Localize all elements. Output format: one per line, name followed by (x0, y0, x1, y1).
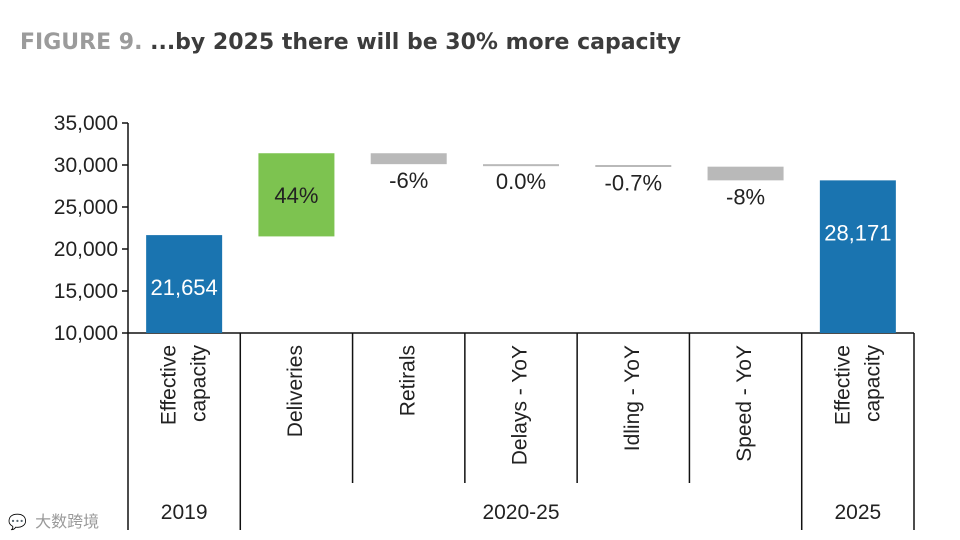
y-tick-label: 30,000 (54, 154, 118, 177)
waterfall-bar (370, 153, 447, 165)
figure-label: FIGURE 9. (20, 30, 143, 55)
category-label: capacity (188, 345, 211, 423)
figure-heading: ...by 2025 there will be 30% more capaci… (150, 30, 681, 55)
bar-data-label: -6% (389, 168, 428, 193)
waterfall-bar (258, 153, 335, 237)
bar-data-label: 28,171 (824, 220, 891, 245)
bar-data-label: 21,654 (150, 275, 217, 300)
category-label: Effective (831, 345, 854, 425)
waterfall-bar (707, 166, 784, 181)
category-label: Retirals (396, 345, 419, 416)
watermark-text: 大数跨境 (35, 514, 100, 531)
category-label: Idling - YoY (621, 345, 644, 451)
y-tick-label: 20,000 (54, 238, 118, 261)
category-label: Delays - YoY (509, 345, 532, 465)
group-label: 2025 (834, 501, 881, 524)
waterfall-bar (483, 164, 559, 167)
bar-data-label: 0.0% (496, 169, 546, 194)
waterfall-bar (146, 235, 223, 333)
waterfall-bar (595, 165, 672, 167)
group-label: 2019 (161, 501, 208, 524)
waterfall-bar (819, 180, 896, 333)
category-label: Effective (158, 345, 181, 425)
watermark-logo-icon: 💬 (8, 514, 27, 531)
y-tick-label: 25,000 (54, 196, 118, 219)
bar-data-label: -8% (726, 184, 765, 209)
y-tick-label: 15,000 (54, 280, 118, 303)
category-label: capacity (861, 345, 884, 423)
bar-data-label: -0.7% (605, 171, 662, 196)
figure-title: FIGURE 9. ...by 2025 there will be 30% m… (20, 30, 681, 55)
bar-data-label: 44% (274, 183, 318, 208)
category-label: Speed - YoY (733, 345, 756, 462)
y-tick-label: 35,000 (54, 112, 118, 135)
watermark: 💬 大数跨境 (8, 508, 99, 532)
group-label: 2020-25 (482, 501, 559, 524)
category-label: Deliveries (284, 345, 307, 437)
y-tick-label: 10,000 (54, 322, 118, 345)
